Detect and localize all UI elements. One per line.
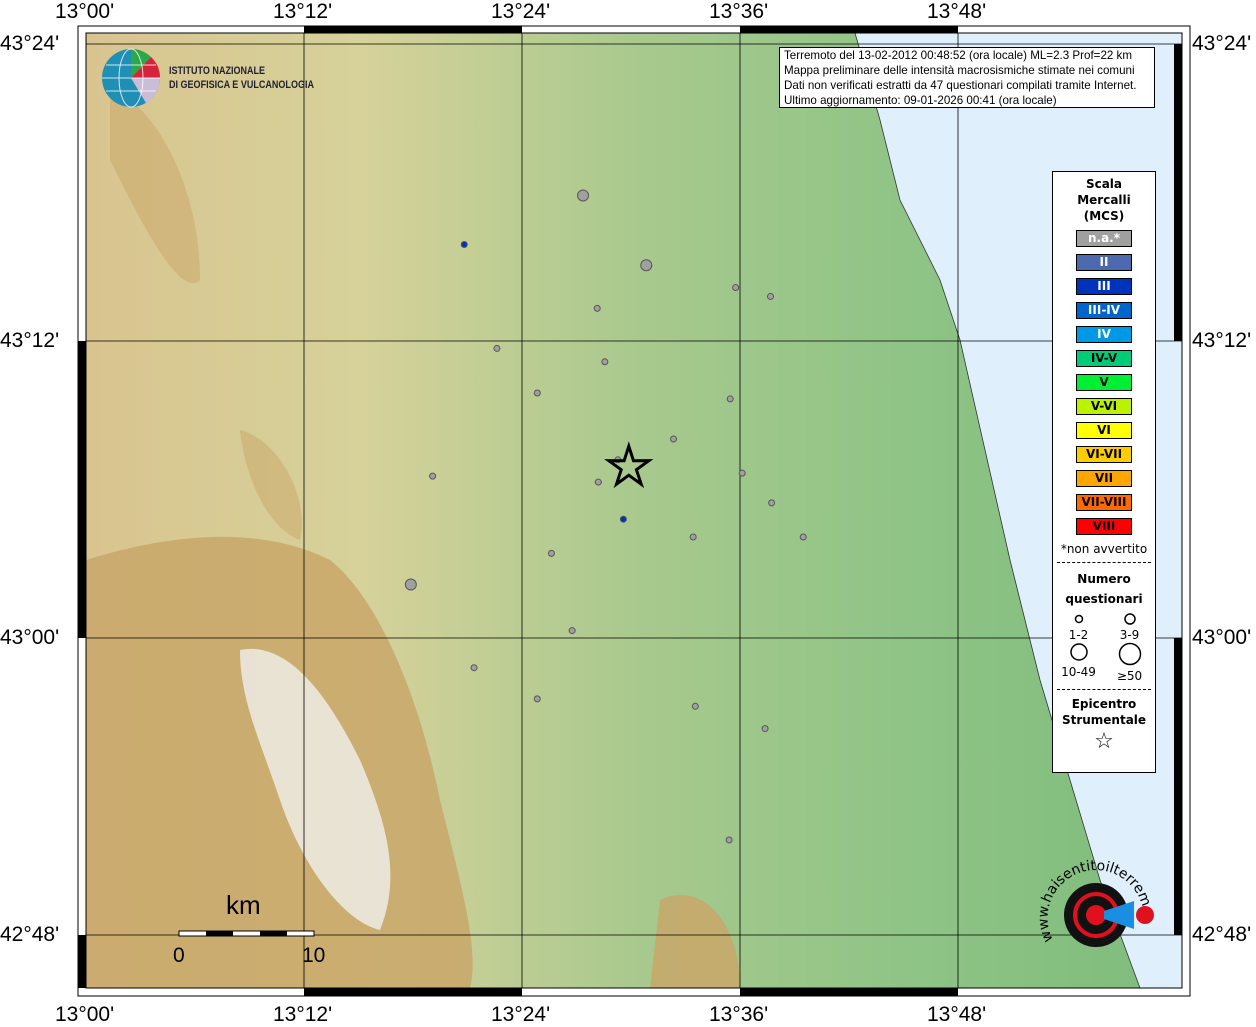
lat-label-left: 42°48'	[0, 923, 60, 946]
legend-swatch: V	[1076, 374, 1132, 391]
epicenter-title: Strumentale	[1061, 713, 1147, 727]
lon-label-bottom: 13°12'	[273, 1003, 333, 1026]
legend-swatch: VI-VII	[1076, 446, 1132, 463]
legend-title: Scala	[1085, 177, 1123, 191]
medium-circle-icon	[1123, 613, 1136, 625]
lon-label-top: 13°36'	[709, 0, 769, 23]
info-line: Terremoto del 13-02-2012 00:48:52 (ora l…	[784, 49, 1133, 62]
lon-label-top: 13°12'	[273, 0, 333, 23]
lat-label-right: 43°24'	[1192, 32, 1252, 55]
graticule	[86, 33, 1182, 988]
intensity-point[interactable]	[767, 292, 775, 300]
intensity-point[interactable]	[593, 304, 601, 312]
scale-unit: km	[226, 890, 261, 920]
scale-end: 10	[302, 944, 326, 967]
intensity-point[interactable]	[670, 435, 678, 443]
intensity-point[interactable]	[799, 533, 807, 541]
legend-title: (MCS)	[1083, 209, 1125, 223]
intensity-point[interactable]	[404, 578, 417, 591]
intensity-point[interactable]	[568, 627, 576, 635]
intensity-point[interactable]	[689, 533, 697, 541]
intensity-point[interactable]	[691, 702, 699, 710]
event-info-box: Terremoto del 13-02-2012 00:48:52 (ora l…	[779, 47, 1155, 108]
ingv-globe-logo	[102, 48, 161, 108]
intensity-point[interactable]	[470, 664, 478, 672]
scale-start: 0	[173, 944, 185, 967]
legend-swatch: V-VI	[1076, 398, 1132, 415]
logo-line: DI GEOFISICA E VULCANOLOGIA	[169, 79, 314, 91]
logo-line: ISTITUTO NAZIONALE	[169, 65, 266, 77]
epicenter-title: Epicentro	[1071, 697, 1137, 711]
lat-label-right: 43°12'	[1192, 329, 1252, 352]
legend-swatch: VII-VIII	[1076, 494, 1132, 511]
count-class-10-49: 10-49	[1053, 642, 1104, 683]
legend-swatch: IV-V	[1076, 350, 1132, 367]
ingv-logo-text: ISTITUTO NAZIONALE DI GEOFISICA E VULCAN…	[169, 64, 314, 92]
large-circle-icon	[1069, 643, 1088, 661]
legend-swatch: VII	[1076, 470, 1132, 487]
legend-swatch: II	[1076, 254, 1132, 271]
lon-label-bottom: 13°24'	[491, 1003, 551, 1026]
intensity-point[interactable]	[726, 395, 734, 403]
intensity-point[interactable]	[640, 259, 653, 272]
legend-swatch: III-IV	[1076, 302, 1132, 319]
intensity-point[interactable]	[725, 836, 733, 844]
intensity-point[interactable]	[594, 478, 602, 486]
intensity-point[interactable]	[533, 695, 541, 703]
lon-label-bottom: 13°36'	[709, 1003, 769, 1026]
info-line: Mappa preliminare delle intensità macros…	[784, 64, 1135, 77]
lat-label-right: 43°00'	[1192, 626, 1252, 649]
count-title: questionari	[1065, 592, 1143, 606]
intensity-point[interactable]	[493, 344, 501, 352]
legend-swatch: VIII	[1076, 518, 1132, 535]
legend-swatch: VI	[1076, 422, 1132, 439]
xlarge-circle-icon	[1118, 642, 1141, 666]
intensity-point[interactable]	[761, 725, 769, 733]
legend: Scala Mercalli (MCS) n.a.* II III III-IV IV I…	[1052, 171, 1156, 773]
intensity-point[interactable]	[429, 472, 437, 480]
lat-label-left: 43°24'	[0, 32, 60, 55]
count-class-1-2: 1-2	[1053, 613, 1104, 642]
lon-label-top: 13°00'	[55, 0, 115, 23]
haisentito-logo[interactable]: www.haisentitoilterremoto.it	[1038, 855, 1158, 975]
lat-label-left: 43°00'	[0, 626, 60, 649]
lon-label-top: 13°48'	[927, 0, 987, 23]
lon-label-top: 13°24'	[491, 0, 551, 23]
map-frame	[77, 25, 1191, 997]
scale-bar	[178, 930, 315, 937]
count-class-3-9: 3-9	[1104, 613, 1155, 642]
lon-label-bottom: 13°00'	[55, 1003, 115, 1026]
legend-swatch: n.a.*	[1076, 230, 1132, 247]
legend-note: *non avvertito	[1060, 542, 1148, 556]
legend-swatch: III	[1076, 278, 1132, 295]
info-line: Dati non verificati estratti da 47 quest…	[784, 79, 1137, 92]
intensity-point[interactable]	[768, 499, 776, 507]
mountain-terrain	[86, 90, 740, 988]
legend-swatch: IV	[1076, 326, 1132, 343]
intensity-point[interactable]	[738, 469, 746, 477]
intensity-point[interactable]	[547, 549, 555, 557]
lat-label-right: 42°48'	[1192, 923, 1252, 946]
intensity-point[interactable]	[619, 515, 627, 523]
epicenter-star-icon	[604, 441, 654, 489]
info-line: Ultimo aggiornamento: 09-01-2026 00:41 (…	[784, 94, 1057, 107]
intensity-point[interactable]	[577, 189, 590, 202]
lon-label-bottom: 13°48'	[927, 1003, 987, 1026]
intensity-point[interactable]	[533, 389, 541, 397]
intensity-point[interactable]	[601, 358, 609, 366]
intensity-point[interactable]	[460, 240, 468, 248]
small-circle-icon	[1074, 614, 1083, 624]
count-title: Numero	[1077, 572, 1131, 586]
lat-label-left: 43°12'	[0, 329, 60, 352]
intensity-point[interactable]	[732, 284, 740, 292]
star-icon: ☆	[1094, 729, 1114, 754]
count-class-50-plus: ≥50	[1104, 642, 1155, 683]
epicenter-star	[604, 441, 654, 489]
legend-title: Mercalli	[1077, 193, 1131, 207]
